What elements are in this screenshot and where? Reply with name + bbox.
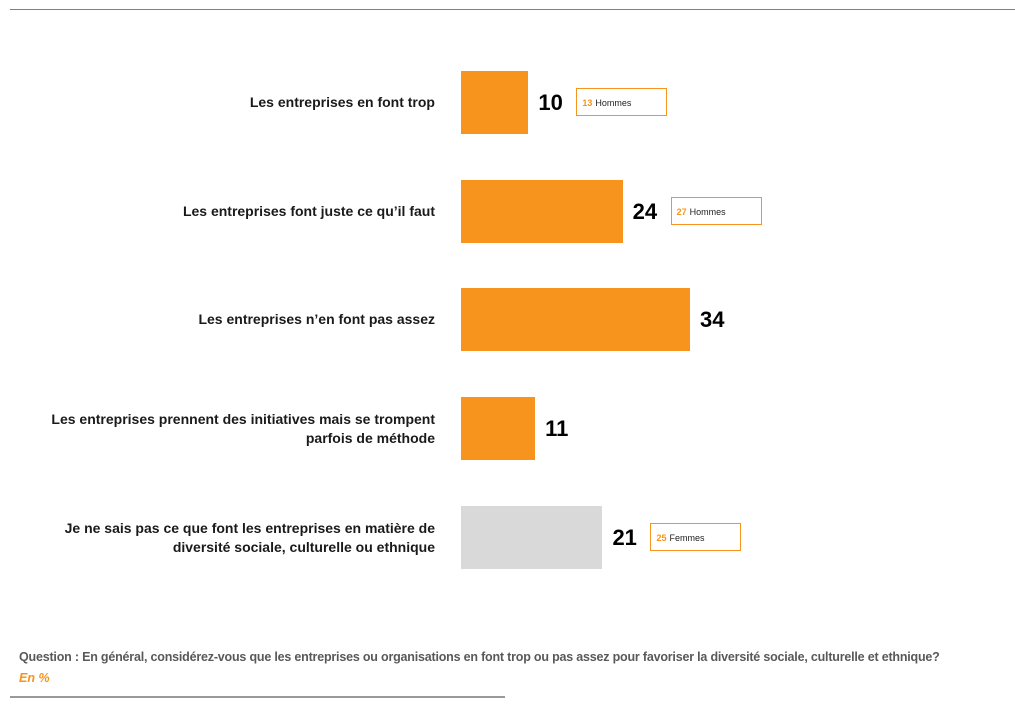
- category-label: Les entreprises en font trop: [249, 94, 435, 110]
- bar: [461, 71, 529, 134]
- category-label: Les entreprises font juste ce qu’il faut: [182, 203, 435, 219]
- value-label: 24: [632, 199, 658, 224]
- value-label: 21: [612, 525, 637, 550]
- callout-box: 25 Femmes: [650, 523, 742, 551]
- bottom-rule: [10, 696, 505, 698]
- callout-label: Femmes: [669, 533, 705, 543]
- callout-label: Hommes: [689, 207, 726, 217]
- bar: [461, 288, 690, 351]
- value-label: 11: [545, 416, 569, 441]
- question-text: Question : En général, considérez-vous q…: [19, 650, 940, 664]
- callout-value: 25: [656, 533, 667, 543]
- category-label: Les entreprises n’en font pas assez: [198, 311, 435, 327]
- callout-box: 13 Hommes: [576, 88, 668, 116]
- bar-chart: Les entreprises en font trop 10 13 Hommes Le…: [51, 71, 762, 569]
- callout-label: Hommes: [595, 98, 632, 108]
- callout-value: 13: [582, 98, 593, 108]
- top-rule: [10, 9, 1015, 10]
- callout-box: 27 Hommes: [670, 197, 762, 225]
- bar: [461, 180, 623, 243]
- category-label: Je ne sais pas ce que font les entrepris…: [64, 519, 435, 555]
- bar: [461, 506, 603, 569]
- bar: [461, 397, 536, 460]
- value-label: 34: [700, 307, 725, 332]
- value-label: 10: [538, 90, 563, 115]
- category-label: Les entreprises prennent des initiatives…: [51, 410, 435, 446]
- callout-value: 27: [676, 207, 687, 217]
- unit-label: En %: [19, 671, 50, 685]
